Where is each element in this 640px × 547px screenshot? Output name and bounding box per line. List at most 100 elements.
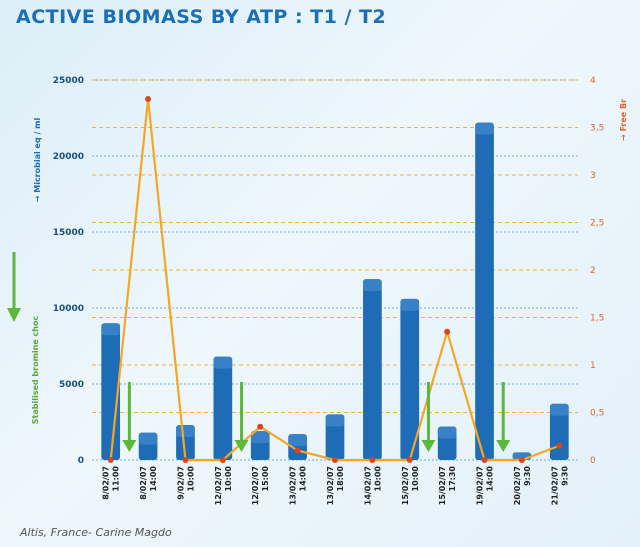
left-tick-label: 0 bbox=[78, 456, 84, 466]
category-date: 19/02/07 bbox=[476, 466, 485, 505]
category-time: 9:30 bbox=[560, 466, 569, 486]
arrow-head bbox=[234, 440, 249, 452]
bar-highlight bbox=[475, 122, 494, 135]
bar-highlight bbox=[288, 434, 307, 447]
right-tick-label: 2,5 bbox=[590, 219, 604, 229]
bar-highlight bbox=[549, 403, 569, 416]
right-gridlines bbox=[92, 79, 578, 413]
bar bbox=[213, 356, 233, 460]
arrow-head bbox=[421, 440, 436, 452]
bar-highlight bbox=[250, 431, 270, 444]
line-point bbox=[257, 423, 264, 430]
category-label: 15/02/07 10:00 bbox=[401, 466, 420, 506]
category-time: 18:00 bbox=[336, 466, 345, 492]
line-point bbox=[219, 457, 226, 463]
category-time: 10:00 bbox=[186, 466, 195, 492]
category-label: 19/02/07 14:00 bbox=[476, 466, 495, 506]
chart-title: ACTIVE BIOMASS BY ATP : T1 / T2 bbox=[16, 6, 387, 28]
category-label: 12/02/07 10:00 bbox=[214, 466, 233, 506]
category-date: 12/02/07 bbox=[214, 466, 223, 505]
bar-highlight bbox=[138, 432, 158, 445]
category-label: 14/02/07 10:00 bbox=[363, 466, 382, 506]
bar-series bbox=[101, 122, 569, 460]
category-label: 8/02/07 14:00 bbox=[139, 466, 158, 500]
line-point bbox=[332, 457, 338, 463]
right-tick-label: 1 bbox=[590, 361, 596, 371]
right-tick-label: 3,5 bbox=[590, 124, 604, 134]
category-time: 9:30 bbox=[523, 466, 532, 486]
category-date: 21/02/07 bbox=[550, 466, 559, 505]
bar-highlight bbox=[400, 298, 420, 311]
left-tick-label: 25000 bbox=[53, 76, 84, 86]
bar-highlight bbox=[363, 279, 382, 292]
arrow-markers bbox=[122, 382, 511, 452]
right-tick-label: 3 bbox=[590, 171, 596, 181]
green-axis-title: Stabilised bromine choc bbox=[31, 316, 40, 425]
category-label: 13/02/07 14:00 bbox=[289, 466, 308, 506]
category-label: 20/02/07 9:30 bbox=[513, 466, 532, 506]
bar-highlight bbox=[437, 426, 457, 439]
category-time: 14:00 bbox=[299, 466, 308, 492]
category-date: 15/02/07 bbox=[401, 466, 410, 505]
right-tick-label: 0 bbox=[590, 456, 596, 466]
line-point bbox=[518, 457, 525, 463]
bar bbox=[549, 403, 569, 460]
category-label: 9/02/07 10:00 bbox=[176, 466, 195, 500]
category-label: 12/02/07 15:00 bbox=[251, 466, 270, 506]
category-date: 20/02/07 bbox=[513, 466, 522, 505]
bar-highlight bbox=[213, 356, 233, 369]
category-time: 14:00 bbox=[149, 466, 158, 492]
category-time: 17:30 bbox=[448, 466, 457, 492]
line-point bbox=[481, 457, 488, 463]
category-date: 8/02/07 bbox=[139, 466, 148, 500]
right-tick-label: 1,5 bbox=[590, 314, 604, 324]
category-date: 15/02/07 bbox=[438, 466, 447, 505]
green-axis-arrow-head bbox=[7, 308, 21, 322]
arrow-head bbox=[496, 440, 511, 452]
category-date: 12/02/07 bbox=[251, 466, 260, 505]
category-label: 8/02/07 11:00 bbox=[102, 466, 121, 500]
category-date: 8/02/07 bbox=[102, 466, 111, 500]
right-axis-ticks: 0 0,5 1 1,5 2 2,5 3 3,5 4 bbox=[590, 76, 604, 466]
source-credit: Altis, France- Carine Magdo bbox=[20, 526, 172, 539]
line-point bbox=[556, 442, 563, 449]
category-label: 13/02/07 18:00 bbox=[326, 466, 345, 506]
category-date: 14/02/07 bbox=[363, 466, 372, 505]
category-label: 15/02/07 17:30 bbox=[438, 466, 457, 506]
line-point bbox=[182, 457, 189, 463]
line-point bbox=[369, 457, 376, 463]
bar bbox=[400, 298, 420, 460]
category-time: 10:00 bbox=[373, 466, 382, 492]
line-point bbox=[294, 447, 301, 454]
category-date: 13/02/07 bbox=[289, 466, 298, 505]
right-tick-label: 4 bbox=[590, 76, 596, 86]
category-date: 13/02/07 bbox=[326, 466, 335, 505]
line-point bbox=[107, 457, 114, 463]
category-time: 11:00 bbox=[112, 466, 121, 492]
y-left-axis-title: → Microbial eq / ml bbox=[33, 118, 42, 203]
bar bbox=[475, 122, 494, 460]
bar bbox=[101, 323, 121, 460]
right-tick-label: 2 bbox=[590, 266, 596, 276]
line-point bbox=[444, 328, 451, 335]
category-time: 10:00 bbox=[224, 466, 233, 492]
line-point bbox=[145, 96, 152, 102]
category-label: 21/02/07 9:30 bbox=[550, 466, 569, 506]
left-tick-label: 5000 bbox=[59, 380, 84, 390]
category-time: 14:00 bbox=[486, 466, 495, 492]
bar bbox=[363, 279, 382, 460]
left-axis-ticks: 0 5000 10000 15000 20000 25000 bbox=[53, 76, 84, 466]
y-right-axis-title: → Free Br bbox=[619, 99, 628, 141]
left-tick-label: 15000 bbox=[53, 228, 84, 238]
left-tick-label: 20000 bbox=[53, 152, 84, 162]
category-labels: 8/02/07 11:00 8/02/07 14:00 9/02/07 10:00 12/0… bbox=[102, 466, 570, 506]
axis-titles: → Microbial eq / ml → Free Br Stabilised b… bbox=[7, 99, 628, 424]
line-series bbox=[107, 96, 563, 463]
arrow-head bbox=[122, 440, 137, 452]
bar-highlight bbox=[101, 323, 121, 336]
category-time: 15:00 bbox=[261, 466, 270, 492]
left-tick-label: 10000 bbox=[53, 304, 84, 314]
category-date: 9/02/07 bbox=[176, 466, 185, 500]
bar-highlight bbox=[176, 425, 195, 438]
